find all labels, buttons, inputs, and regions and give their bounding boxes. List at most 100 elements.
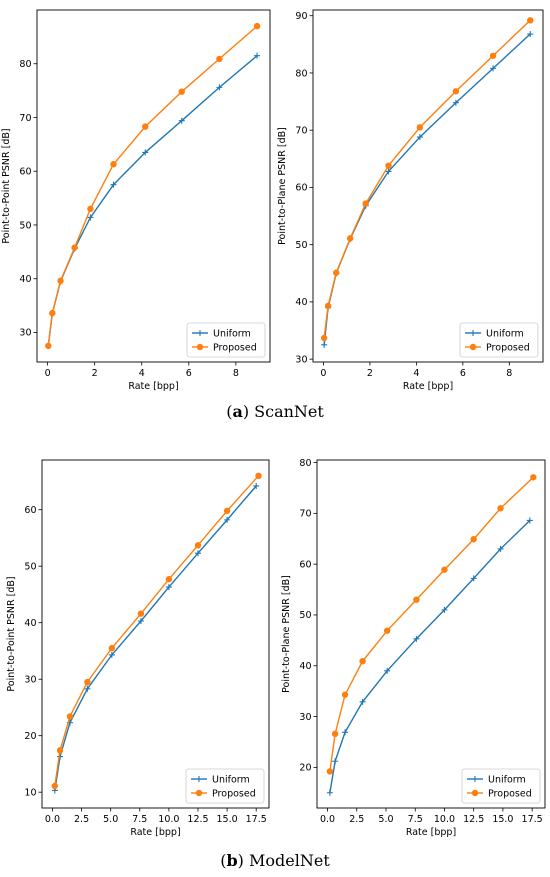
point-uniform: [84, 685, 91, 692]
series-line-uniform: [47, 55, 258, 346]
legend-marker-uniform: [196, 776, 202, 782]
point-proposed: [530, 474, 537, 481]
x-tick-label: 12.5: [187, 814, 208, 825]
legend-label-uniform: Uniform: [488, 774, 526, 785]
point-proposed: [255, 472, 262, 480]
point-uniform: [137, 618, 144, 625]
y-tick-label: 50: [299, 610, 311, 621]
caption-a: (a) ScanNet: [226, 402, 324, 421]
point-proposed: [497, 505, 504, 512]
x-tick-label: 2.5: [349, 814, 364, 825]
legend-box: [186, 322, 266, 358]
x-tick-label: 4: [139, 368, 145, 379]
point-proposed: [51, 782, 59, 790]
point-proposed: [194, 542, 202, 549]
y-axis-label: Point-to-Point PSNR [dB]: [6, 576, 17, 691]
point-proposed: [341, 691, 349, 698]
x-tick-label: 10.0: [434, 814, 455, 825]
x-tick-label: 8: [506, 368, 512, 379]
point-uniform: [224, 516, 231, 523]
point-proposed: [142, 123, 149, 130]
y-tick-label: 30: [24, 674, 36, 685]
legend-marker-proposed: [469, 343, 477, 351]
point-proposed: [165, 576, 173, 583]
point-uniform: [490, 65, 497, 72]
x-tick-label: 5.0: [378, 814, 393, 825]
x-tick-label: 6: [460, 368, 466, 379]
x-axis-label: Rate [bpp]: [406, 827, 456, 838]
y-tick-label: 50: [24, 562, 36, 573]
point-proposed: [49, 309, 56, 317]
chart-modelnet-p2p: 0.0 2.5 5.0 7.5 10.0 12.5 15.0 17.5 10 20 30 40 50 60…: [6, 459, 270, 838]
legend-box: [461, 768, 541, 804]
point-uniform: [178, 117, 185, 124]
x-tick-label: 17.5: [246, 814, 267, 825]
caption-b: (b) ModelNet: [220, 851, 330, 870]
y-tick-label: 80: [299, 458, 311, 469]
point-proposed: [383, 627, 391, 634]
legend: Uniform Proposed: [186, 322, 266, 358]
x-tick-label: 17.5: [522, 814, 543, 825]
point-proposed: [216, 55, 223, 63]
y-tick-label: 20: [299, 763, 311, 774]
y-tick-label: 80: [19, 59, 31, 70]
point-uniform: [254, 52, 261, 59]
x-tick-label: 0: [320, 368, 326, 379]
x-tick-label: 5.0: [103, 814, 118, 825]
point-proposed: [489, 52, 497, 59]
y-tick-label: 80: [295, 68, 307, 79]
legend: Uniform Proposed: [185, 768, 265, 804]
y-tick-label: 40: [24, 618, 36, 629]
series-line-uniform: [329, 519, 531, 793]
point-uniform: [470, 575, 477, 582]
series-line-uniform: [54, 485, 257, 791]
point-proposed: [527, 17, 534, 24]
y-tick-label: 90: [295, 11, 307, 22]
point-proposed: [110, 161, 117, 168]
y-tick-label: 40: [295, 297, 307, 308]
y-tick-label: 30: [19, 328, 31, 339]
series-line-proposed: [47, 25, 258, 346]
y-tick-label: 60: [295, 183, 307, 194]
point-uniform: [452, 99, 459, 106]
point-proposed: [71, 244, 78, 251]
legend-label-uniform: Uniform: [486, 328, 524, 339]
point-uniform: [87, 214, 94, 221]
legend-marker-proposed: [195, 789, 203, 797]
legend-box: [185, 768, 265, 804]
x-tick-label: 4: [413, 368, 419, 379]
x-axis-label: Rate [bpp]: [130, 827, 180, 838]
y-tick-label: 70: [295, 125, 307, 136]
point-proposed: [331, 730, 339, 738]
series-line-proposed: [54, 475, 260, 787]
point-proposed: [223, 507, 231, 515]
x-tick-label: 7.5: [132, 814, 147, 825]
point-proposed: [452, 88, 460, 95]
x-tick-label: 0.0: [320, 814, 335, 825]
point-uniform: [526, 517, 533, 524]
point-proposed: [359, 657, 366, 665]
x-tick-label: 12.5: [463, 814, 484, 825]
point-proposed: [333, 269, 340, 276]
point-uniform: [527, 31, 534, 38]
point-proposed: [416, 124, 424, 131]
series-line-uniform: [323, 33, 531, 345]
point-uniform: [413, 635, 420, 642]
point-uniform: [359, 698, 366, 705]
chart-modelnet-p2plane: 0.0 2.5 5.0 7.5 10.0 12.5 15.0 17.5 20 30 40 50 60 70…: [281, 458, 546, 838]
axes-frame: [41, 459, 270, 809]
point-proposed: [137, 610, 145, 617]
point-proposed: [66, 713, 74, 720]
point-proposed: [57, 277, 64, 285]
y-axis-label: Point-to-Plane PSNR [dB]: [277, 127, 288, 245]
x-axis-label: Rate [bpp]: [403, 381, 453, 392]
point-proposed: [253, 22, 261, 30]
x-tick-label: 2: [92, 368, 98, 379]
x-axis-label: Rate [bpp]: [128, 381, 178, 392]
point-uniform: [110, 181, 117, 188]
legend-label-uniform: Uniform: [213, 328, 251, 339]
point-proposed: [346, 235, 354, 242]
point-uniform: [384, 667, 391, 674]
legend-marker-uniform: [197, 330, 203, 336]
